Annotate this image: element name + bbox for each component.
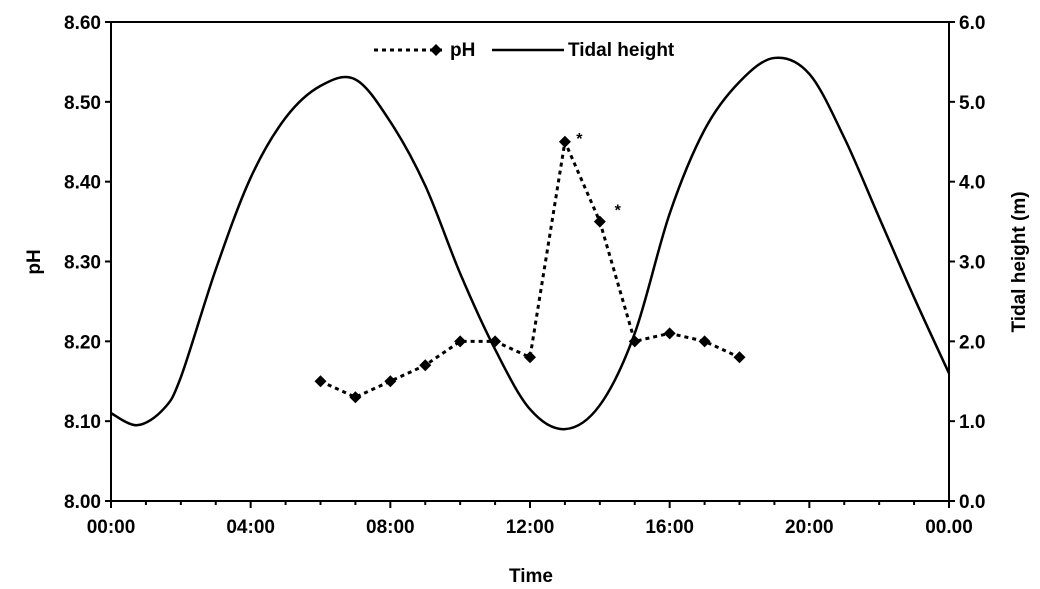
x-axis: 00:00 04:00 08:00 12:00 16:00 20:00 00.00 (87, 501, 973, 538)
left-axis-tick-label: 8.60 (64, 13, 101, 34)
left-axis-tick-label: 8.40 (64, 173, 101, 194)
annotations: ** (576, 131, 621, 220)
ph-point (628, 335, 641, 348)
x-axis-tick-label: 12:00 (506, 517, 555, 538)
ph-point (593, 215, 606, 228)
x-axis-tick-label: 04:00 (226, 517, 275, 538)
legend-ph-marker (430, 44, 442, 56)
right-axis-tick-label: 5.0 (959, 93, 985, 114)
right-y-axis: 0.0 1.0 2.0 3.0 4.0 5.0 6.0 (949, 13, 985, 513)
left-axis-title: pH (24, 249, 45, 274)
ph-point (524, 351, 536, 364)
significance-marker: * (615, 203, 622, 220)
ph-point (384, 375, 397, 388)
right-axis-tick-label: 3.0 (959, 253, 985, 274)
legend: pH Tidal height (374, 40, 675, 61)
right-axis-tick-label: 4.0 (959, 173, 985, 194)
x-axis-title: Time (509, 566, 553, 587)
left-axis-tick-label: 8.10 (64, 412, 101, 433)
tidal-height-line (110, 56, 951, 431)
ph-point (489, 335, 502, 348)
right-axis-title: Tidal height (m) (1009, 191, 1030, 332)
legend-ph-label: pH (450, 40, 475, 61)
ph-point (558, 135, 571, 148)
right-axis-tick-label: 0.0 (959, 492, 985, 513)
significance-marker: * (576, 131, 583, 148)
ph-point (698, 335, 711, 348)
ph-point (314, 375, 327, 388)
series-layer (110, 56, 951, 431)
right-axis-tick-label: 2.0 (959, 332, 985, 353)
x-axis-tick-label: 00.00 (925, 517, 973, 538)
left-axis-tick-label: 8.00 (64, 492, 101, 513)
ph-point (419, 359, 432, 372)
ph-point (663, 327, 676, 340)
x-axis-tick-label: 00:00 (87, 517, 136, 538)
x-axis-tick-label: 16:00 (645, 517, 694, 538)
left-axis-tick-label: 8.20 (64, 332, 101, 353)
ph-point (454, 335, 467, 348)
ph-point (733, 351, 746, 364)
legend-tide-label: Tidal height (568, 40, 675, 61)
x-axis-tick-label: 08:00 (366, 517, 415, 538)
left-axis-tick-label: 8.30 (64, 253, 101, 274)
left-axis-tick-label: 8.50 (64, 93, 101, 114)
left-y-axis: 8.00 8.10 8.20 8.30 8.40 8.50 8.60 (64, 13, 111, 513)
right-axis-tick-label: 1.0 (959, 412, 985, 433)
right-axis-tick-label: 6.0 (959, 13, 985, 34)
ph-point (349, 391, 362, 404)
x-axis-tick-label: 20:00 (785, 517, 834, 538)
